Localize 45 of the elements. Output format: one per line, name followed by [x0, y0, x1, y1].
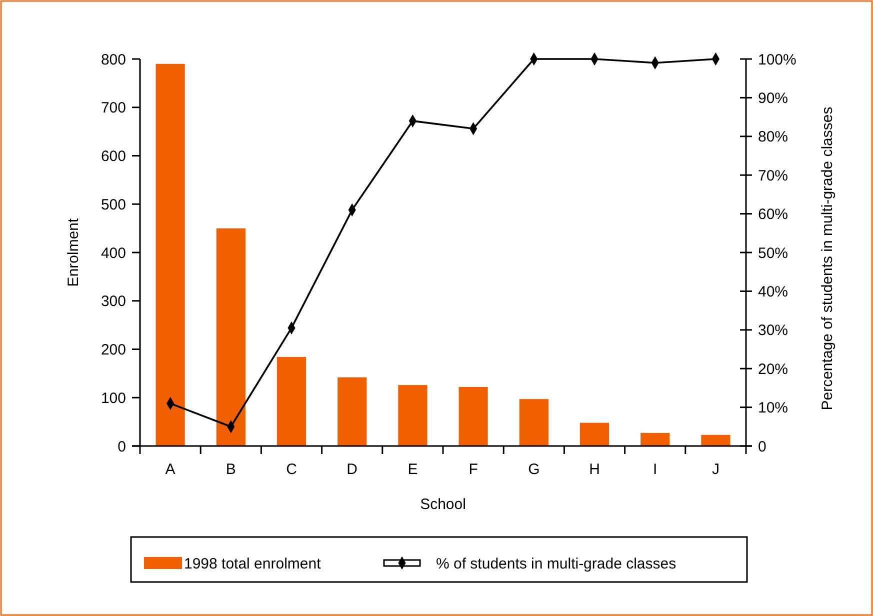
legend-label: % of students in multi-grade classes [436, 555, 676, 572]
y2-tick-label: 60% [758, 206, 788, 224]
x-tick-label: A [165, 461, 176, 478]
bar [580, 422, 610, 446]
bar [458, 386, 488, 446]
y2-tick-label: 40% [758, 283, 788, 300]
y-tick-label: 600 [100, 148, 126, 165]
bar [640, 432, 670, 446]
y2-tick-label: 80% [758, 128, 788, 146]
x-tick-label: J [712, 461, 720, 478]
x-tick-label: E [408, 461, 418, 478]
y2-tick-label: 30% [758, 322, 788, 340]
y-tick-label: 200 [100, 342, 126, 358]
y2-tick-label: 90% [758, 90, 788, 107]
y-tick-label: 700 [100, 100, 126, 117]
x-tick-label: H [589, 461, 600, 478]
bar [338, 377, 367, 446]
bar [156, 64, 185, 446]
bar [216, 228, 246, 446]
y2-tick-label: 50% [758, 244, 788, 262]
y2-tick-label: 70% [758, 167, 788, 184]
y2-axis-title: Percentage of students in multi-grade classes [819, 106, 836, 410]
y2-tick-label: 0 [758, 438, 766, 456]
x-axis-title: School [420, 496, 466, 513]
y-tick-label: 300 [100, 293, 126, 310]
y2-tick-label: 100% [758, 51, 796, 68]
bar [276, 356, 306, 446]
legend-label: 1998 total enrolment [184, 555, 322, 572]
x-tick-label: G [528, 461, 540, 478]
y-tick-label: 400 [100, 244, 126, 262]
y-axis-title: Enrolment [65, 217, 82, 287]
y-tick-label: 0 [118, 438, 126, 456]
y-tick-label: 100 [100, 390, 126, 407]
x-tick-label: B [226, 461, 236, 478]
y-tick-label: 800 [100, 51, 126, 68]
x-tick-label: I [653, 461, 658, 478]
y2-tick-label: 10% [758, 400, 788, 417]
x-tick-label: C [286, 461, 298, 478]
y-tick-label: 500 [100, 196, 126, 214]
bar [398, 385, 428, 446]
y2-tick-label: 20% [758, 360, 788, 378]
bar [701, 434, 730, 446]
x-tick-label: D [346, 461, 358, 478]
bar [519, 399, 548, 446]
x-tick-label: F [468, 461, 478, 478]
